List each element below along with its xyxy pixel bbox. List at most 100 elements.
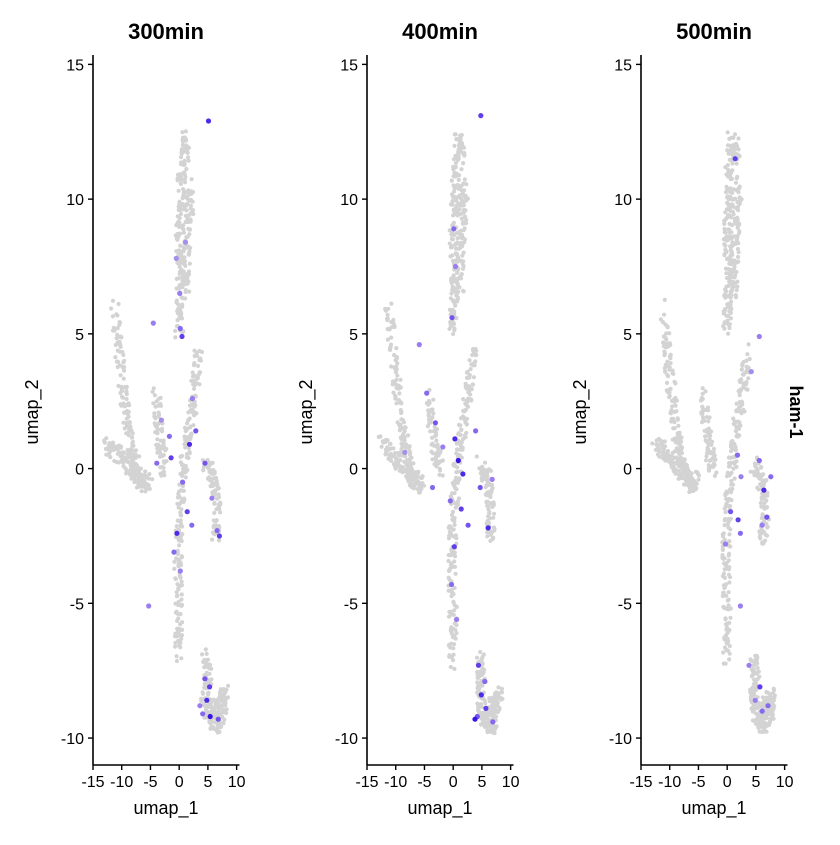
background-cell [481, 652, 486, 657]
background-cell [754, 711, 759, 716]
background-cell [732, 461, 737, 466]
background-cell [764, 713, 769, 718]
background-cell [458, 136, 463, 141]
background-cell [726, 553, 731, 558]
background-cell [177, 543, 182, 548]
background-cell [726, 283, 731, 288]
background-cell [484, 469, 489, 474]
background-cell [174, 276, 179, 281]
expression-point [451, 544, 457, 550]
background-cell [211, 468, 216, 473]
background-cell [185, 155, 191, 160]
background-cell [725, 194, 730, 199]
background-cell [121, 368, 127, 373]
y-tick-label: 15 [340, 57, 358, 74]
background-cell [205, 457, 210, 463]
background-cell [737, 400, 742, 405]
background-cell [143, 469, 148, 474]
background-cell [726, 227, 731, 232]
background-cell [426, 417, 432, 422]
background-cell [662, 439, 667, 444]
background-cell [407, 473, 413, 478]
background-cell [456, 422, 462, 427]
background-cell [181, 187, 186, 192]
background-cell [450, 253, 455, 258]
background-cell [737, 379, 743, 384]
background-cell [187, 416, 192, 421]
background-cell [728, 487, 733, 492]
background-cell [722, 320, 727, 325]
background-cells [102, 129, 231, 735]
background-cell [129, 476, 134, 481]
background-cell [173, 644, 178, 649]
panel-title: 500min [676, 19, 752, 44]
background-cell [419, 475, 424, 481]
background-cell [485, 490, 490, 495]
background-cell [729, 230, 734, 235]
background-cell [726, 313, 731, 319]
expression-point [764, 514, 770, 520]
background-cell [210, 483, 215, 489]
background-cell [456, 212, 461, 217]
background-cell [741, 407, 746, 412]
background-cell [447, 653, 452, 658]
background-cell [485, 481, 490, 486]
background-cell [487, 509, 492, 515]
background-cell [722, 310, 727, 315]
background-cell [161, 441, 166, 446]
background-cell [116, 335, 121, 340]
background-cell [712, 462, 717, 468]
background-cell [670, 455, 675, 461]
background-cell [118, 344, 123, 349]
background-cell [768, 718, 773, 723]
background-cell [181, 246, 187, 251]
expression-point [732, 156, 738, 162]
background-cell [453, 505, 458, 510]
background-cell [210, 460, 215, 465]
background-cell [184, 208, 189, 213]
background-cell [700, 396, 705, 402]
background-cell [124, 390, 129, 395]
expression-point [449, 315, 455, 321]
background-cell [762, 724, 767, 729]
background-cell [728, 606, 733, 611]
background-cell [456, 502, 461, 507]
background-cell [456, 152, 461, 157]
background-cell [397, 391, 402, 396]
background-cell [696, 473, 702, 478]
background-cell [733, 221, 739, 226]
background-cell [195, 375, 200, 380]
background-cell [113, 342, 118, 348]
background-cell [459, 216, 464, 221]
background-cell [728, 176, 733, 182]
background-cell [726, 267, 731, 272]
background-cell [449, 178, 454, 183]
background-cell [449, 612, 454, 617]
background-cell [490, 536, 495, 542]
background-cell [189, 210, 194, 216]
background-cell [430, 441, 435, 446]
background-cell [187, 261, 192, 266]
background-cell [755, 467, 760, 472]
background-cell [730, 243, 735, 248]
background-cell [177, 641, 182, 646]
background-cell [729, 479, 734, 484]
background-cell [212, 510, 217, 515]
background-cell [188, 408, 193, 413]
background-cell [660, 452, 666, 457]
background-cell [129, 435, 134, 440]
background-cell [376, 434, 381, 440]
y-tick-label: -5 [344, 596, 358, 613]
background-cell [385, 337, 390, 342]
background-cell [731, 269, 736, 274]
background-cell [729, 236, 734, 241]
background-cell [751, 685, 757, 690]
panel-500min: 500min -10 -5 0 5 10 15 -15 -10 -5 0 5 10 umap_1 umap_… [570, 19, 794, 819]
background-cell [462, 214, 468, 219]
background-cell [737, 229, 742, 234]
background-cell [197, 357, 202, 363]
background-cell [454, 252, 459, 257]
background-cell [454, 289, 460, 294]
background-cell [179, 579, 184, 584]
background-cell [733, 280, 738, 285]
